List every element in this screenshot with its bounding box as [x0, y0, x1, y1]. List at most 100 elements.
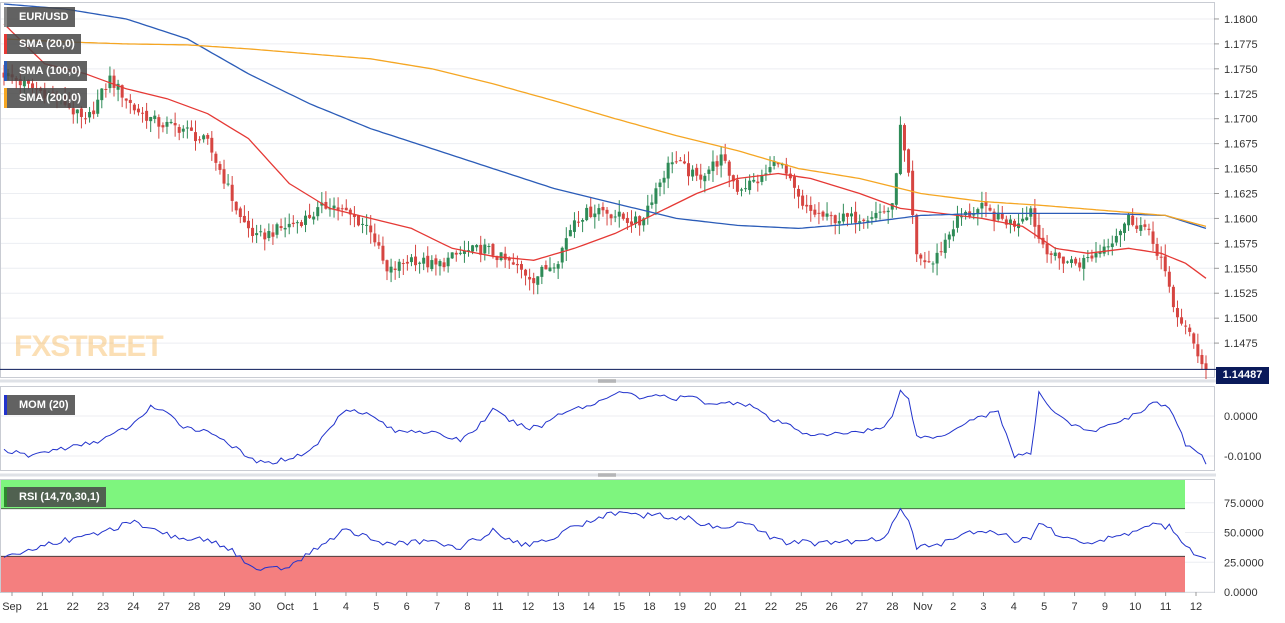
candle-body: [71, 108, 75, 115]
x-tick-label: 21: [734, 601, 746, 613]
price-tick-label: 1.1675: [1224, 139, 1258, 151]
legend-rsi[interactable]: RSI (14,70,30,1): [4, 487, 106, 507]
candle-body: [931, 263, 935, 265]
x-tick-label: 12: [1190, 601, 1202, 613]
candle-body: [589, 206, 593, 217]
candle-body: [242, 215, 246, 223]
legend-sma-200[interactable]: SMA (200,0): [4, 88, 87, 108]
price-tick-label: 1.1575: [1224, 238, 1258, 250]
x-tick-label: 25: [795, 601, 807, 613]
candle-body: [287, 223, 291, 228]
panel-frame-2: [0, 386, 1215, 471]
candle-body: [662, 177, 666, 183]
candle-body: [1033, 208, 1037, 227]
legend-sma-100[interactable]: SMA (100,0): [4, 61, 87, 81]
candle-body: [784, 164, 788, 174]
candle-body: [336, 207, 340, 210]
candle-body: [128, 99, 132, 103]
candle-body: [621, 213, 625, 219]
candle-body: [1065, 261, 1069, 263]
candle-body: [560, 247, 564, 263]
candle-body: [992, 211, 996, 221]
price-tick-label: 1.1725: [1224, 89, 1258, 101]
x-tick-label: 20: [704, 601, 716, 613]
candle-body: [1139, 225, 1143, 231]
candle-body: [552, 267, 556, 269]
candle-body: [475, 245, 479, 248]
x-tick-label: 22: [765, 601, 777, 613]
candle-body: [340, 208, 344, 210]
candle-body: [939, 251, 943, 253]
legend-sma-20[interactable]: SMA (20,0): [4, 34, 81, 54]
candle-body: [723, 154, 727, 161]
candle-body: [471, 245, 475, 252]
x-tick-label: 13: [552, 601, 564, 613]
candle-body: [271, 232, 275, 237]
candle-body: [352, 214, 356, 218]
candle-body: [1196, 344, 1200, 357]
candle-body: [678, 160, 682, 162]
candle-body: [132, 104, 136, 111]
candle-body: [519, 264, 523, 270]
x-tick-label: 5: [1041, 601, 1047, 613]
x-tick-label: 4: [343, 601, 349, 613]
candle-body: [1127, 215, 1131, 226]
candle-body: [841, 213, 845, 222]
rsi-tick-label: 50.0000: [1224, 528, 1264, 540]
x-tick-label: 7: [434, 601, 440, 613]
candle-body: [1155, 244, 1159, 256]
candle-body: [1188, 327, 1192, 332]
candle-body: [1037, 224, 1041, 239]
candle-body: [882, 211, 886, 213]
fxstreet-watermark: FXSTREET: [14, 330, 164, 363]
candle-body: [1049, 253, 1053, 255]
candle-body: [1167, 271, 1171, 287]
candle-body: [377, 242, 381, 246]
candle-body: [825, 213, 829, 217]
price-tick-label: 1.1600: [1224, 213, 1258, 225]
candle-body: [996, 212, 1000, 220]
price-tick-label: 1.1550: [1224, 263, 1258, 275]
last-price-badge: 1.14487: [1216, 367, 1269, 384]
candle-body: [858, 221, 862, 223]
x-tick-label: 11: [492, 601, 503, 613]
candle-body: [666, 162, 670, 179]
candle-body: [210, 137, 214, 153]
x-tick-label: 18: [643, 601, 655, 613]
candle-body: [1102, 246, 1106, 254]
x-tick-label: 8: [464, 601, 470, 613]
candle-body: [1053, 252, 1057, 257]
mom-line: [3, 389, 1207, 465]
candle-body: [943, 239, 947, 253]
price-tick-label: 1.1800: [1224, 14, 1258, 26]
candle-body: [234, 201, 238, 211]
candle-body: [397, 261, 401, 271]
price-tick-label: 1.1650: [1224, 164, 1258, 176]
candle-body: [955, 214, 959, 228]
candle-body: [189, 127, 193, 131]
candle-body: [332, 205, 336, 209]
candle-body: [707, 169, 711, 174]
x-tick-label: 6: [404, 601, 410, 613]
candle-body: [299, 222, 303, 227]
candle-body: [813, 209, 817, 215]
candle-body: [389, 266, 393, 273]
candle-body: [805, 204, 809, 207]
candle-body: [927, 261, 931, 263]
price-tick-label: 1.1525: [1224, 288, 1258, 300]
candle-body: [744, 188, 748, 190]
candle-body: [980, 202, 984, 209]
candle-body: [422, 257, 426, 264]
rsi-line: [3, 507, 1207, 571]
x-tick-label: 24: [127, 601, 139, 613]
candle-body: [283, 227, 287, 230]
candle-body: [821, 211, 825, 217]
candle-body: [206, 134, 210, 139]
candle-body: [458, 252, 462, 254]
candle-body: [438, 261, 442, 267]
candle-body: [1098, 251, 1102, 254]
candle-body: [886, 210, 890, 213]
legend-mom[interactable]: MOM (20): [4, 395, 75, 415]
candle-body: [650, 202, 654, 205]
candle-body: [524, 269, 528, 276]
